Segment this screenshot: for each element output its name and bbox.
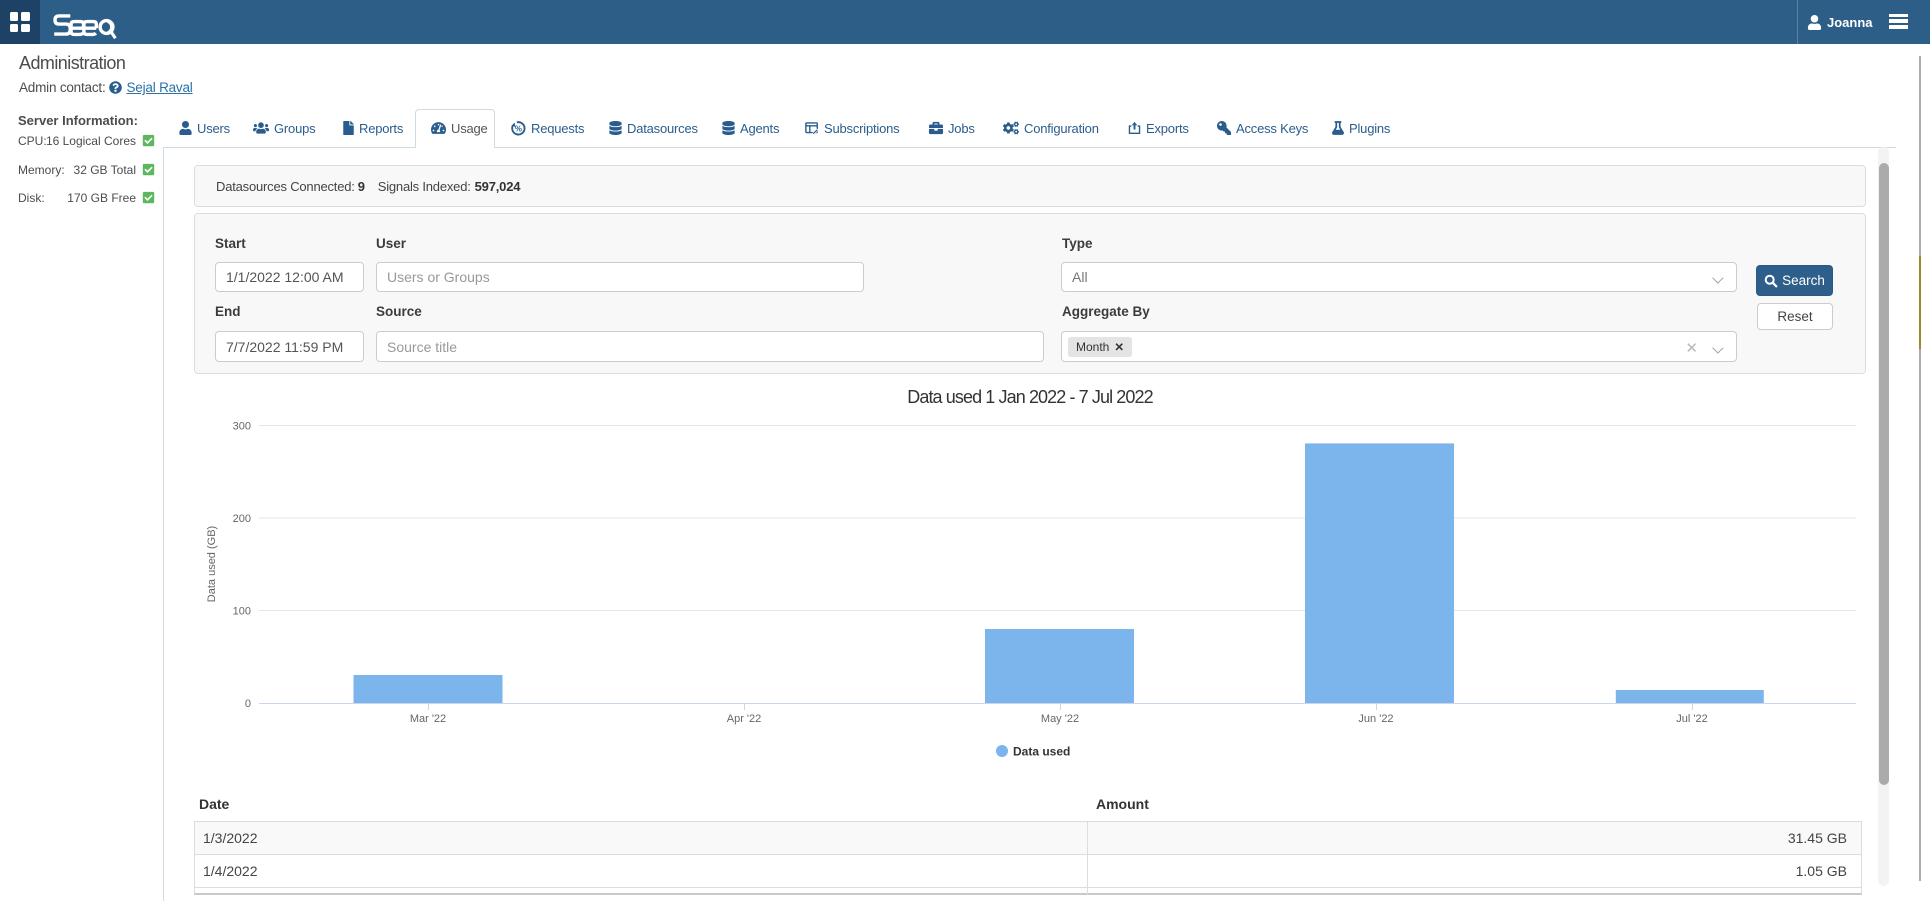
svg-text:100: 100	[233, 606, 251, 618]
svg-text:Jul '22: Jul '22	[1676, 713, 1707, 725]
svg-text:200: 200	[233, 513, 251, 525]
svg-text:0: 0	[245, 698, 251, 710]
svg-text:%: %	[515, 124, 522, 133]
svg-text:May '22: May '22	[1041, 713, 1079, 725]
svg-text:Data used: Data used	[1013, 745, 1070, 759]
svg-text:Apr '22: Apr '22	[727, 713, 762, 725]
svg-text:Data used (GB): Data used (GB)	[206, 526, 218, 602]
svg-text:Data used 1 Jan 2022 - 7 Jul 2: Data used 1 Jan 2022 - 7 Jul 2022	[907, 387, 1153, 407]
svg-text:Mar '22: Mar '22	[410, 713, 446, 725]
svg-text:Jun '22: Jun '22	[1358, 713, 1393, 725]
svg-text:300: 300	[233, 421, 251, 433]
